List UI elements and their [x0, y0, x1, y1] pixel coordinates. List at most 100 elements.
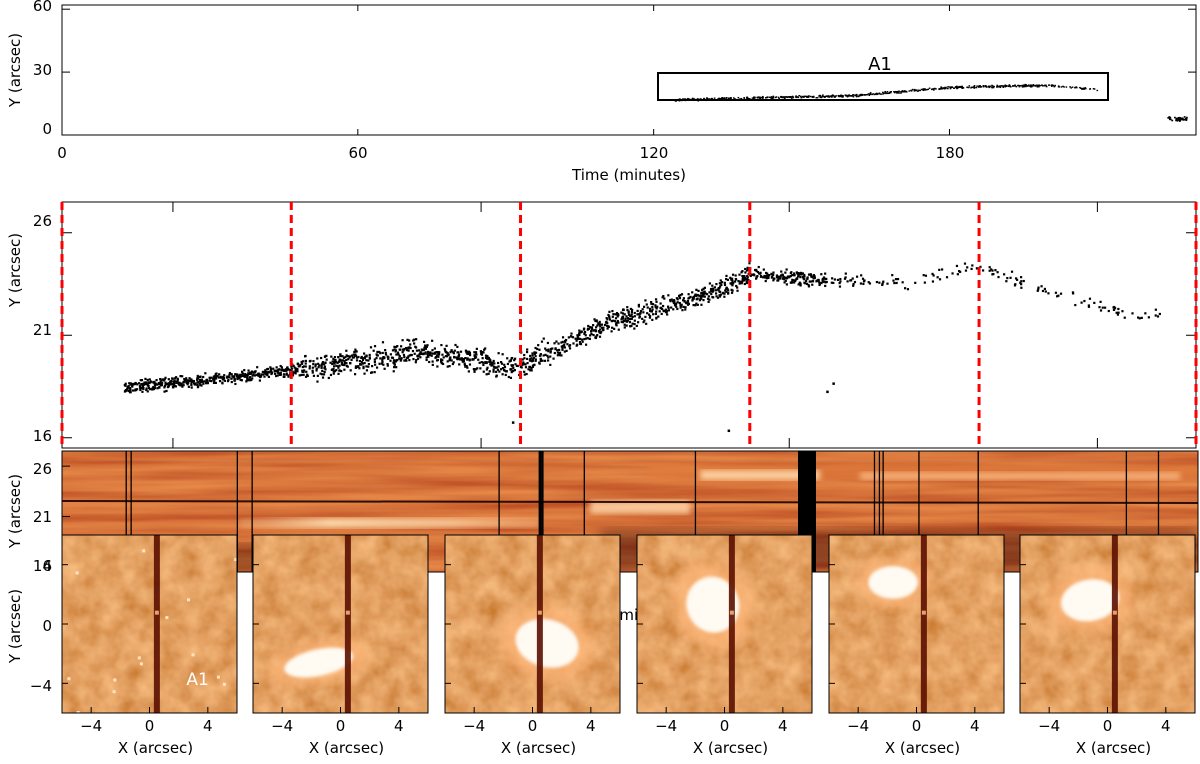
- zoom-point: [924, 274, 928, 277]
- zoom-point: [868, 282, 872, 285]
- zoom-point: [193, 383, 196, 386]
- zoom-point: [711, 284, 714, 287]
- zoom-point: [433, 351, 437, 354]
- zoom-point: [499, 361, 503, 364]
- zoom-point: [395, 353, 398, 356]
- zoom-outlier-point: [727, 429, 731, 433]
- zoom-point: [538, 354, 542, 357]
- zoom-point: [894, 277, 898, 281]
- top-point: [961, 85, 963, 88]
- top-point: [1082, 87, 1084, 90]
- zoom-point: [534, 358, 537, 361]
- zoom-point: [200, 378, 203, 381]
- zoom-point: [480, 361, 483, 364]
- zoom-point: [815, 280, 818, 283]
- zoom-point: [368, 356, 371, 359]
- zoom-point: [458, 363, 461, 366]
- zoom-point: [765, 277, 768, 280]
- zoom-point: [387, 357, 390, 360]
- zoom-point: [1019, 281, 1022, 284]
- zoom-point: [482, 363, 485, 367]
- zoom-point: [414, 361, 417, 364]
- zoom-point: [1015, 277, 1018, 280]
- zoom-point: [895, 281, 898, 285]
- slit-fiducial: [154, 610, 159, 615]
- zoom-point: [1057, 294, 1060, 297]
- zoom-point: [563, 343, 566, 346]
- zoom-point: [479, 350, 482, 353]
- zoom-point: [617, 328, 620, 331]
- zoom-point: [369, 346, 373, 349]
- top-isolated-point: [1184, 117, 1187, 120]
- zoom-point: [744, 267, 747, 271]
- top-isolated-point: [1177, 116, 1180, 119]
- zoom-point: [239, 378, 242, 382]
- top-point: [837, 94, 840, 97]
- image-panel-content: [829, 535, 1004, 713]
- zoom-outlier-point: [826, 390, 829, 394]
- zoom-point: [590, 332, 593, 336]
- zoom-point: [287, 374, 290, 377]
- zoom-point: [724, 289, 727, 292]
- top-axis-ticks: [61, 5, 1196, 136]
- zoom-point: [364, 355, 367, 358]
- zoom-point: [994, 269, 997, 272]
- zoom-point: [331, 360, 334, 363]
- zoom-point: [861, 277, 865, 280]
- hot-pixel: [139, 662, 143, 666]
- zoom-point: [971, 264, 974, 267]
- zoom-point: [651, 303, 655, 306]
- slit-line: [153, 535, 160, 713]
- zoom-point: [159, 382, 162, 385]
- zoom-point: [146, 378, 149, 382]
- zoom-point: [794, 279, 797, 282]
- brightening-core: [686, 576, 740, 633]
- zoom-point: [166, 385, 170, 389]
- zoom-point: [441, 359, 444, 362]
- zoom-point: [419, 352, 422, 355]
- zoom-point: [633, 327, 636, 330]
- zoom-point: [844, 272, 847, 275]
- zoom-point: [396, 351, 400, 354]
- zoom-point: [783, 281, 786, 284]
- zoom-point: [637, 303, 640, 307]
- top-point: [973, 87, 976, 89]
- top-point: [1075, 86, 1078, 88]
- zoom-point: [825, 277, 828, 281]
- zoom-point: [657, 315, 660, 318]
- top-isolated-point: [1179, 117, 1182, 120]
- zoom-point: [562, 345, 565, 348]
- zoom-point: [686, 300, 689, 303]
- zoom-point: [736, 286, 739, 289]
- zoom-point: [200, 380, 203, 383]
- zoom-point: [614, 317, 618, 320]
- zoom-point: [301, 365, 304, 369]
- zoom-point: [365, 369, 369, 372]
- zoom-point: [379, 352, 382, 355]
- image-xlabel: X (arcsec): [885, 739, 960, 757]
- zoom-point: [179, 375, 182, 378]
- image-xtick-label: 4: [394, 717, 404, 735]
- zoom-point: [467, 370, 470, 373]
- top-xtick-60: 60: [348, 144, 367, 162]
- zoom-point: [859, 282, 862, 285]
- zoom-point: [809, 280, 812, 283]
- zoom-point: [575, 344, 578, 347]
- zoom-point: [344, 355, 347, 359]
- zoom-point: [507, 375, 510, 379]
- zoom-point: [279, 364, 282, 368]
- top-isolated-point: [1169, 118, 1172, 121]
- zoom-point: [852, 283, 855, 286]
- zoom-point: [630, 308, 634, 311]
- top-point: [757, 97, 759, 99]
- zoom-point: [611, 309, 614, 313]
- zoom-point: [464, 365, 467, 368]
- zoom-point: [798, 272, 801, 275]
- image-xtick-label: −4: [271, 717, 293, 735]
- top-point: [1084, 88, 1087, 90]
- zoom-point: [772, 273, 775, 276]
- zoom-point: [846, 280, 849, 283]
- zoom-point: [941, 268, 944, 271]
- top-point: [777, 96, 780, 99]
- zoom-point: [561, 346, 564, 350]
